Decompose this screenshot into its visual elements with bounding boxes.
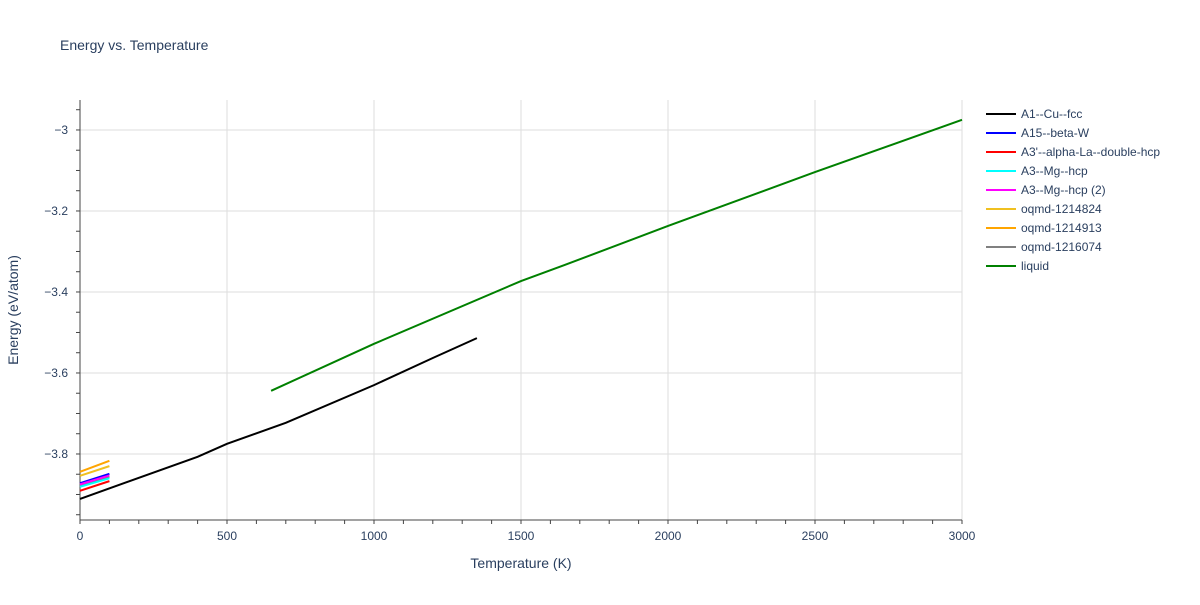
series-line-A3--Mg--hcp [79, 477, 110, 488]
y-tick-label: −3.6 [44, 366, 68, 380]
y-tick-label: −3 [54, 123, 68, 137]
grid [80, 100, 963, 520]
x-tick-label: 1500 [508, 529, 535, 543]
x-tick-label: 500 [217, 529, 237, 543]
axes: 0 500 1000 1500 2000 2500 3000 −3.8 −3.6 −3.4 −3.2… [44, 100, 976, 543]
x-axis-label: Temperature (K) [470, 555, 571, 571]
legend-item[interactable]: oqmd-1214824 [986, 202, 1102, 216]
series-line-liquid [270, 118, 963, 392]
series-line-A15--beta-W [79, 472, 110, 485]
series-line-oqmd-1214824 [79, 465, 110, 477]
legend-label: A3--Mg--hcp (2) [1021, 183, 1106, 197]
legend-item[interactable]: A15--beta-W [986, 126, 1090, 140]
legend-label: oqmd-1216074 [1021, 240, 1102, 254]
legend-item[interactable]: A3--Mg--hcp [986, 164, 1088, 178]
y-tick-label: −3.8 [44, 447, 68, 461]
y-tick-label: −3.4 [44, 285, 68, 299]
legend-label: liquid [1021, 259, 1049, 273]
series-line-oqmd-1216074 [79, 475, 110, 487]
legend-item[interactable]: oqmd-1216074 [986, 240, 1102, 254]
chart-title: Energy vs. Temperature [60, 37, 209, 53]
y-axis-label: Energy (eV/atom) [5, 255, 21, 365]
y-tick-label: −3.2 [44, 204, 68, 218]
legend-item[interactable]: liquid [986, 259, 1049, 273]
series-line-oqmd-1214913 [79, 459, 110, 473]
series-line-A1--Cu--fcc [79, 337, 478, 500]
legend-label: oqmd-1214824 [1021, 202, 1102, 216]
series-line-A3'--alpha-La--double-hcp [79, 480, 110, 492]
legend-item[interactable]: A3'--alpha-La--double-hcp [986, 145, 1160, 159]
legend-label: A3'--alpha-La--double-hcp [1021, 145, 1160, 159]
legend-label: oqmd-1214913 [1021, 221, 1102, 235]
legend-item[interactable]: oqmd-1214913 [986, 221, 1102, 235]
legend-label: A1--Cu--fcc [1021, 107, 1082, 121]
x-tick-label: 2000 [655, 529, 682, 543]
x-tick-label: 3000 [949, 529, 976, 543]
x-tick-label: 2500 [802, 529, 829, 543]
x-tick-label: 1000 [361, 529, 388, 543]
series-lines [79, 118, 963, 500]
series-line-A3--Mg--hcp (2) [79, 474, 110, 486]
x-tick-label: 0 [77, 529, 84, 543]
legend-label: A15--beta-W [1021, 126, 1090, 140]
legend-item[interactable]: A3--Mg--hcp (2) [986, 183, 1106, 197]
legend-label: A3--Mg--hcp [1021, 164, 1088, 178]
legend-item[interactable]: A1--Cu--fcc [986, 107, 1082, 121]
legend: A1--Cu--fcc A15--beta-W A3'--alpha-La--dou… [986, 107, 1160, 273]
